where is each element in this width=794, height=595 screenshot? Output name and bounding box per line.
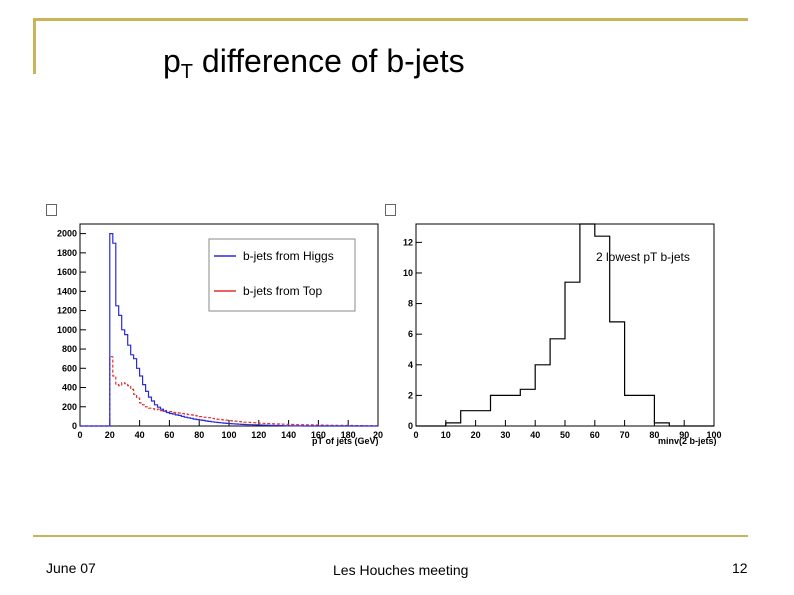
x-tick-label: 100: [221, 430, 236, 440]
footer-date: June 07: [46, 560, 96, 576]
x-tick-label: 80: [649, 430, 659, 440]
x-tick-label: 180: [341, 430, 356, 440]
x-tick-label: 60: [590, 430, 600, 440]
higgs-series-line: [80, 233, 378, 427]
y-tick-label: 1000: [57, 325, 77, 335]
y-tick-label: 6: [408, 329, 413, 339]
y-tick-label: 600: [62, 363, 77, 373]
x-tick-label: 20: [471, 430, 481, 440]
pt-histogram-chart: 0 200 400 600 800 1000 1200 1400 1600 1800 2000 0 2…: [57, 223, 383, 446]
x-tick-label: 100: [706, 430, 721, 440]
title-rest: difference of b-jets: [193, 43, 465, 79]
y-tick-label: 800: [62, 344, 77, 354]
x-tick-label: 140: [281, 430, 296, 440]
y-tick-label: 1600: [57, 267, 77, 277]
y-tick-label: 4: [408, 360, 413, 370]
y-tick-label: 1800: [57, 248, 77, 258]
y-tick-label: 400: [62, 383, 77, 393]
x-tick-label: 20: [373, 430, 383, 440]
y-tick-label: 0: [72, 421, 77, 431]
y-tick-label: 8: [408, 299, 413, 309]
y-tick-label: 2: [408, 390, 413, 400]
legend-top-label: b-jets from Top: [243, 284, 322, 298]
x-tick-label: 20: [105, 430, 115, 440]
x-tick-label: 90: [679, 430, 689, 440]
footer-page-number: 12: [732, 560, 748, 576]
bottom-rule: [33, 535, 748, 537]
bullet-square-icon-left: [46, 204, 57, 216]
footer-event: Les Houches meeting: [333, 562, 469, 578]
top-series-line: [80, 356, 378, 427]
chart-title-text: 2 lowest pT b-jets: [596, 250, 690, 264]
chart-title: 2 lowest pT b-jets: [596, 250, 690, 264]
x-tick-label: 40: [530, 430, 540, 440]
minv-histogram-chart: 0 2 4 6 8 10 12 0 10 20 30 40 50 60 70 80 90 100 2 lowes…: [403, 223, 722, 446]
y-tick-label: 200: [62, 402, 77, 412]
legend-higgs-label: b-jets from Higgs: [243, 249, 334, 263]
y-tick-label: 10: [403, 268, 413, 278]
x-axis-label: pT of jets (GeV): [312, 436, 379, 446]
y-tick-label: 12: [403, 237, 413, 247]
legend-box: [208, 238, 356, 312]
x-tick-label: 70: [620, 430, 630, 440]
x-tick-label: 40: [135, 430, 145, 440]
top-rule: [33, 18, 748, 21]
y-tick-label: 0: [408, 421, 413, 431]
left-rule: [33, 18, 36, 74]
x-tick-label: 60: [164, 430, 174, 440]
x-tick-label: 0: [413, 430, 418, 440]
x-tick-label: 30: [500, 430, 510, 440]
y-tick-label: 2000: [57, 229, 77, 239]
x-tick-label: 160: [311, 430, 326, 440]
x-tick-label: 80: [194, 430, 204, 440]
slide-title: pT difference of b-jets: [163, 43, 465, 84]
x-tick-label: 10: [441, 430, 451, 440]
minv-series-line: [416, 223, 714, 427]
x-tick-label: 50: [560, 430, 570, 440]
bullet-square-icon-right: [385, 204, 396, 216]
y-tick-label: 1200: [57, 306, 77, 316]
x-tick-label: 0: [77, 430, 82, 440]
y-tick-label: 1400: [57, 286, 77, 296]
title-sub-t: T: [180, 61, 194, 83]
legend: b-jets from Higgs b-jets from Top: [208, 238, 356, 312]
title-p: p: [163, 43, 181, 79]
x-tick-label: 120: [251, 430, 266, 440]
x-axis-label: minv(2 b-jets): [658, 436, 717, 446]
